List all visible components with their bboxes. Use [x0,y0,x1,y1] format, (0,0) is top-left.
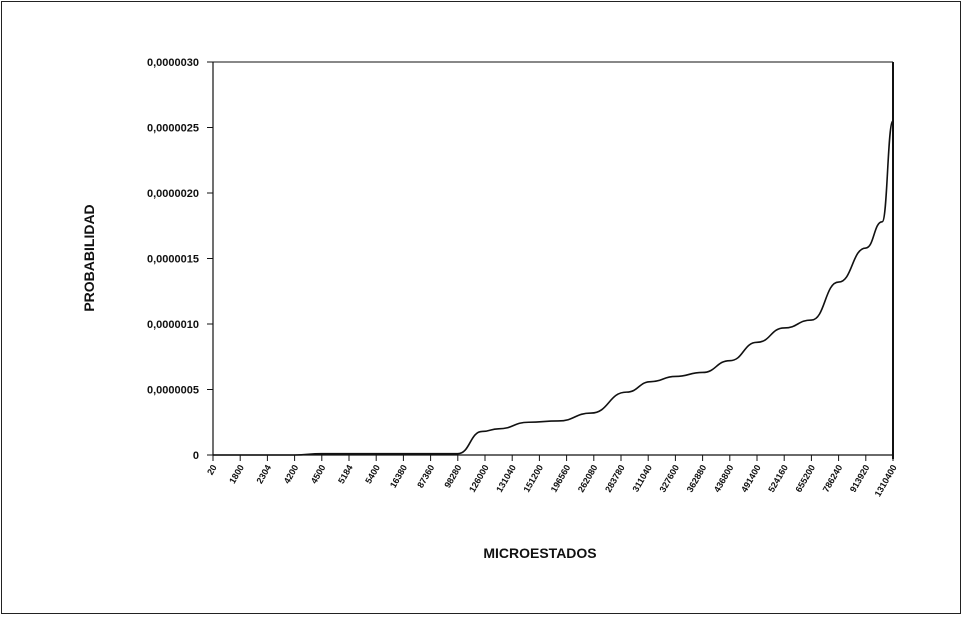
x-tick-label: 311040 [630,463,653,494]
x-tick-label: 655200 [793,463,817,494]
y-tick-label: 0,0000005 [147,385,199,397]
x-tick-label: 131040 [494,463,518,494]
x-tick-label: 20 [205,463,219,477]
x-tick-label: 2304 [254,463,273,485]
y-tick-label: 0,0000030 [147,57,199,69]
x-tick-label: 913920 [848,463,872,494]
x-tick-label: 16380 [388,463,409,490]
y-tick-label: 0,0000020 [147,188,199,200]
x-tick-label: 4200 [282,463,301,485]
x-tick-label: 283780 [603,463,627,494]
x-axis-ticks: 20 1800 2304 4200 4500 5184 5400 16380 87360 9828… [205,455,899,498]
x-axis-title: MICROESTADOS [483,545,596,561]
probability-series-line [212,120,894,456]
y-tick-label: 0 [193,450,199,462]
x-tick-label: 262080 [576,463,600,494]
x-tick-label: 436800 [712,463,736,494]
x-tick-label: 524160 [766,463,790,494]
x-tick-label: 196560 [549,463,573,494]
x-tick-label: 362880 [685,463,709,494]
x-tick-label: 126000 [467,463,491,494]
x-tick-label: 491400 [739,463,763,494]
axes [212,61,894,459]
y-tick-label: 0,0000025 [147,123,199,135]
x-tick-label: 1310400 [873,463,899,498]
x-tick-label: 5184 [336,463,355,485]
x-tick-label: 151200 [521,463,545,494]
y-axis-ticks: 0 0,0000005 0,0000010 0,0000015 0,0000020 0,0… [147,57,213,462]
y-tick-label: 0,0000015 [147,254,199,266]
x-tick-label: 1800 [227,463,246,485]
x-tick-label: 98280 [442,463,463,490]
y-axis-title: PROBABILIDAD [81,204,97,311]
x-tick-label: 327600 [657,463,681,494]
x-tick-label: 786240 [821,463,845,494]
x-tick-label: 87360 [415,463,436,490]
y-tick-label: 0,0000010 [147,319,199,331]
x-tick-label: 4500 [309,463,328,485]
x-tick-label: 5400 [363,463,382,485]
